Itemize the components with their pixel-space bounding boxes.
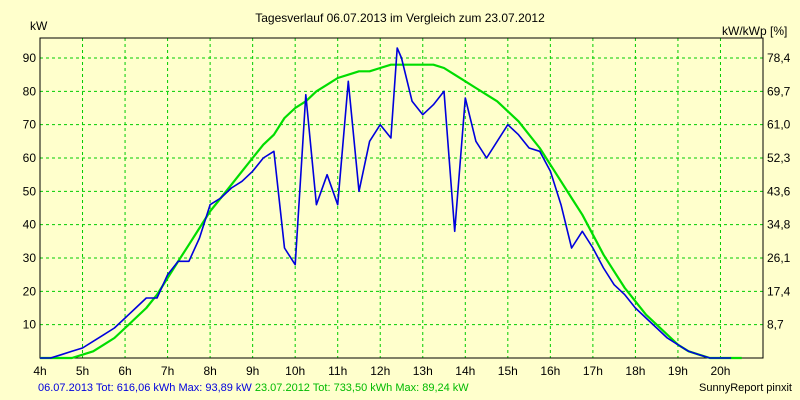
x-tick-label: 11h [328, 364, 347, 378]
y-right-tick-label: 26,1 [767, 251, 791, 265]
grid [40, 38, 763, 358]
x-tick-label: 12h [370, 364, 390, 378]
x-tick-label: 18h [625, 364, 645, 378]
y-left-tick-label: 60 [23, 151, 37, 165]
plot-frame [39, 37, 764, 359]
y-left-label: kW [30, 19, 48, 33]
x-tick-label: 14h [455, 364, 475, 378]
y-left-tick-label: 20 [23, 284, 37, 298]
y-left-tick-label: 90 [23, 51, 37, 65]
y-left-tick-label: 10 [23, 318, 37, 332]
y-right-tick-label: 78,4 [767, 51, 791, 65]
y-right-tick-label: 8,7 [767, 318, 784, 332]
x-tick-label: 15h [498, 364, 518, 378]
x-tick-label: 19h [668, 364, 688, 378]
x-tick-label: 5h [76, 364, 89, 378]
y-left-tick-label: 50 [23, 184, 37, 198]
y-left-tick-label: 70 [23, 118, 37, 132]
y-right-tick-label: 52,3 [767, 151, 791, 165]
plot-border [39, 37, 764, 359]
x-tick-label: 4h [33, 364, 46, 378]
y-right-label: kW/kWp [%] [722, 24, 787, 38]
y-left-tick-label: 80 [23, 84, 37, 98]
y-left-tick-label: 30 [23, 251, 37, 265]
y-left-tick-label: 40 [23, 218, 37, 232]
x-tick-label: 8h [203, 364, 216, 378]
chart-title: Tagesverlauf 06.07.2013 im Vergleich zum… [255, 11, 545, 25]
y-right-tick-label: 34,8 [767, 218, 791, 232]
x-tick-label: 10h [285, 364, 305, 378]
y-left-ticks: 10 20 30 40 50 60 70 80 90 [23, 51, 37, 332]
x-ticks: 4h 5h 6h 7h 8h 9h 10h 11h 12h 13h 14h 15h 16h 17h 18h 1… [33, 364, 730, 378]
footer-credit: SunnyReport pinxit [699, 382, 792, 394]
y-right-tick-label: 43,6 [767, 184, 791, 198]
x-tick-label: 6h [118, 364, 131, 378]
x-tick-label: 16h [540, 364, 560, 378]
series-line-2 [40, 63, 742, 360]
x-tick-label: 9h [246, 364, 259, 378]
footer-legend: 06.07.2013 Tot: 616,06 kWh Max: 93,89 kW… [38, 382, 469, 394]
y-right-tick-label: 17,4 [767, 284, 791, 298]
x-tick-label: 17h [583, 364, 603, 378]
y-right-tick-label: 61,0 [767, 118, 791, 132]
x-tick-label: 13h [413, 364, 433, 378]
series-group [40, 47, 742, 360]
series-line-1 [40, 47, 732, 359]
legend-series-1: 06.07.2013 Tot: 616,06 kWh Max: 93,89 kW [38, 382, 252, 394]
x-tick-label: 20h [710, 364, 730, 378]
legend-series-2: 23.07.2012 Tot: 733,50 kWh Max: 89,24 kW [254, 382, 469, 394]
y-right-tick-label: 69,7 [767, 84, 791, 98]
x-tick-label: 7h [161, 364, 174, 378]
y-right-ticks: 8,7 17,4 26,1 34,8 43,6 52,3 61,0 69,7 78,4 [767, 51, 791, 332]
